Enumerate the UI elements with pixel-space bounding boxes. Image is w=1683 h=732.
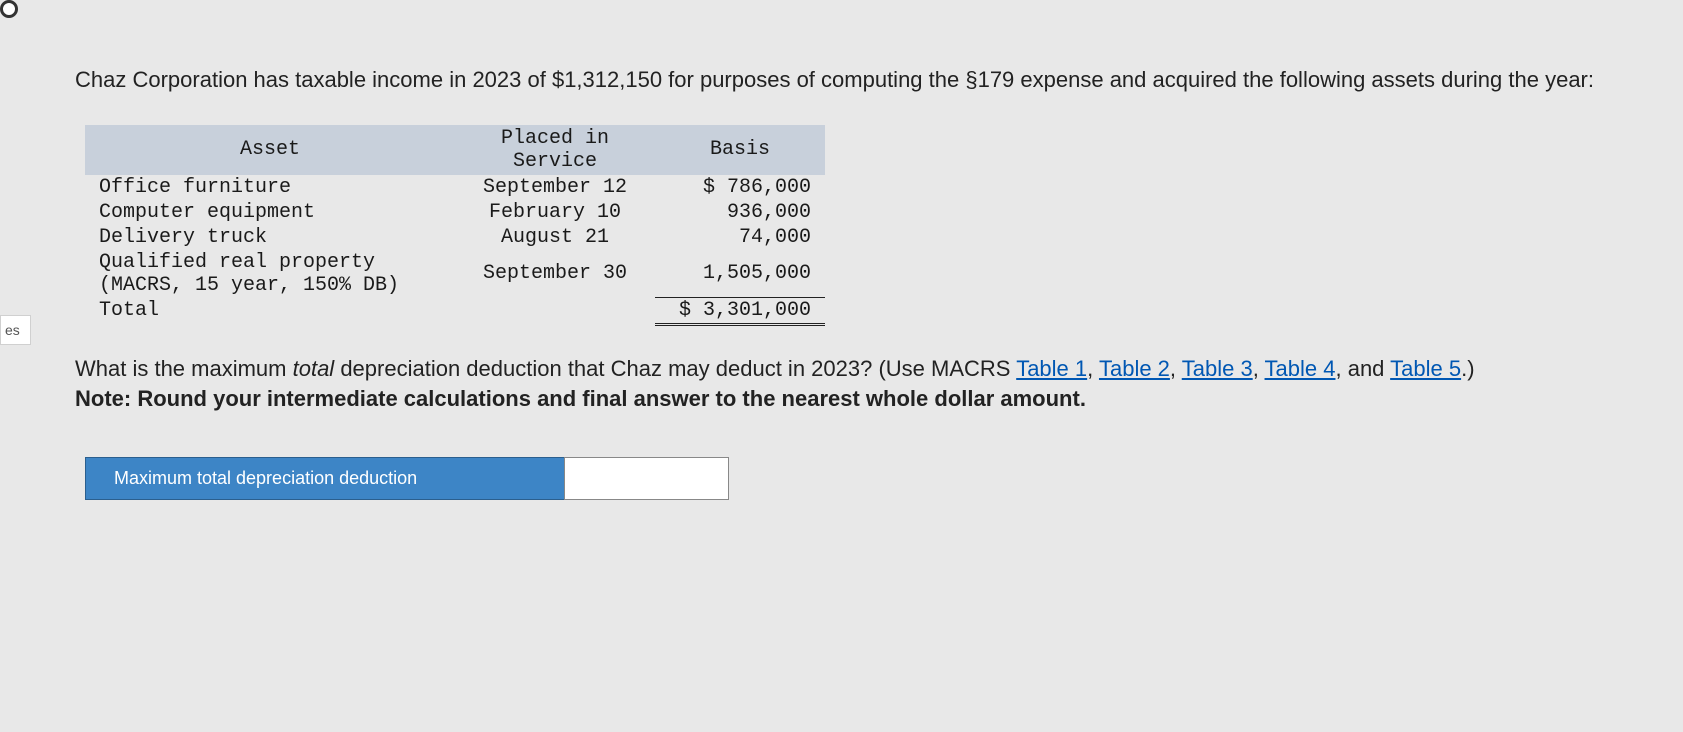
col-header-basis: Basis [655, 125, 825, 175]
answer-label: Maximum total depreciation deduction [85, 457, 565, 500]
q-prefix: What is the maximum [75, 356, 293, 381]
asset-table: Asset Placed in Service Basis Office fur… [85, 125, 825, 327]
col-header-asset: Asset [85, 125, 455, 175]
placed-date: February 10 [455, 200, 655, 225]
table-row: Computer equipment February 10 936,000 [85, 200, 825, 225]
answer-input[interactable] [564, 457, 729, 500]
asset-name: Computer equipment [85, 200, 455, 225]
q-and: , and [1335, 356, 1390, 381]
page-corner-dot [0, 0, 18, 18]
placed-date: September 30 [455, 250, 655, 298]
q-mid: depreciation deduction that Chaz may ded… [334, 356, 1016, 381]
basis-value: $ 786,000 [655, 175, 825, 200]
table-row: Office furniture September 12 $ 786,000 [85, 175, 825, 200]
q-sep3: , [1253, 356, 1265, 381]
problem-intro: Chaz Corporation has taxable income in 2… [75, 65, 1623, 95]
basis-value: 74,000 [655, 225, 825, 250]
sidebar-tab-fragment: es [0, 315, 31, 345]
q-suffix: .) [1461, 356, 1474, 381]
question-content: Chaz Corporation has taxable income in 2… [75, 0, 1683, 500]
total-placed-empty [455, 298, 655, 325]
q-italic: total [293, 356, 335, 381]
link-table-2[interactable]: Table 2 [1099, 356, 1170, 381]
table-row: Qualified real property (MACRS, 15 year,… [85, 250, 825, 298]
table-total-row: Total $ 3,301,000 [85, 298, 825, 325]
basis-value: 1,505,000 [655, 250, 825, 298]
q-sep1: , [1087, 356, 1099, 381]
total-basis: $ 3,301,000 [655, 298, 825, 325]
q-sep2: , [1170, 356, 1182, 381]
link-table-4[interactable]: Table 4 [1265, 356, 1336, 381]
rounding-note: Note: Round your intermediate calculatio… [75, 386, 1623, 412]
table-row: Delivery truck August 21 74,000 [85, 225, 825, 250]
question-prompt: What is the maximum total depreciation d… [75, 354, 1623, 384]
asset-name: Qualified real property (MACRS, 15 year,… [85, 250, 455, 298]
link-table-1[interactable]: Table 1 [1016, 356, 1087, 381]
table-header-row: Asset Placed in Service Basis [85, 125, 825, 175]
answer-row: Maximum total depreciation deduction [85, 457, 1623, 500]
col-header-placed: Placed in Service [455, 125, 655, 175]
basis-value: 936,000 [655, 200, 825, 225]
placed-date: September 12 [455, 175, 655, 200]
asset-name: Office furniture [85, 175, 455, 200]
link-table-5[interactable]: Table 5 [1390, 356, 1461, 381]
placed-date: August 21 [455, 225, 655, 250]
total-label: Total [85, 298, 455, 325]
asset-name: Delivery truck [85, 225, 455, 250]
link-table-3[interactable]: Table 3 [1182, 356, 1253, 381]
